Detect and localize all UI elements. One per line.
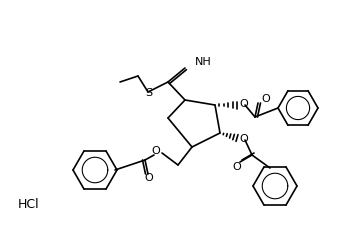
Text: O: O: [145, 173, 153, 183]
Text: NH: NH: [195, 57, 212, 67]
Text: O: O: [239, 134, 248, 144]
Text: O: O: [151, 146, 160, 156]
Text: O: O: [233, 162, 241, 172]
Text: O: O: [239, 99, 248, 109]
Text: HCl: HCl: [18, 198, 40, 212]
Text: S: S: [145, 88, 153, 98]
Text: O: O: [261, 94, 270, 104]
